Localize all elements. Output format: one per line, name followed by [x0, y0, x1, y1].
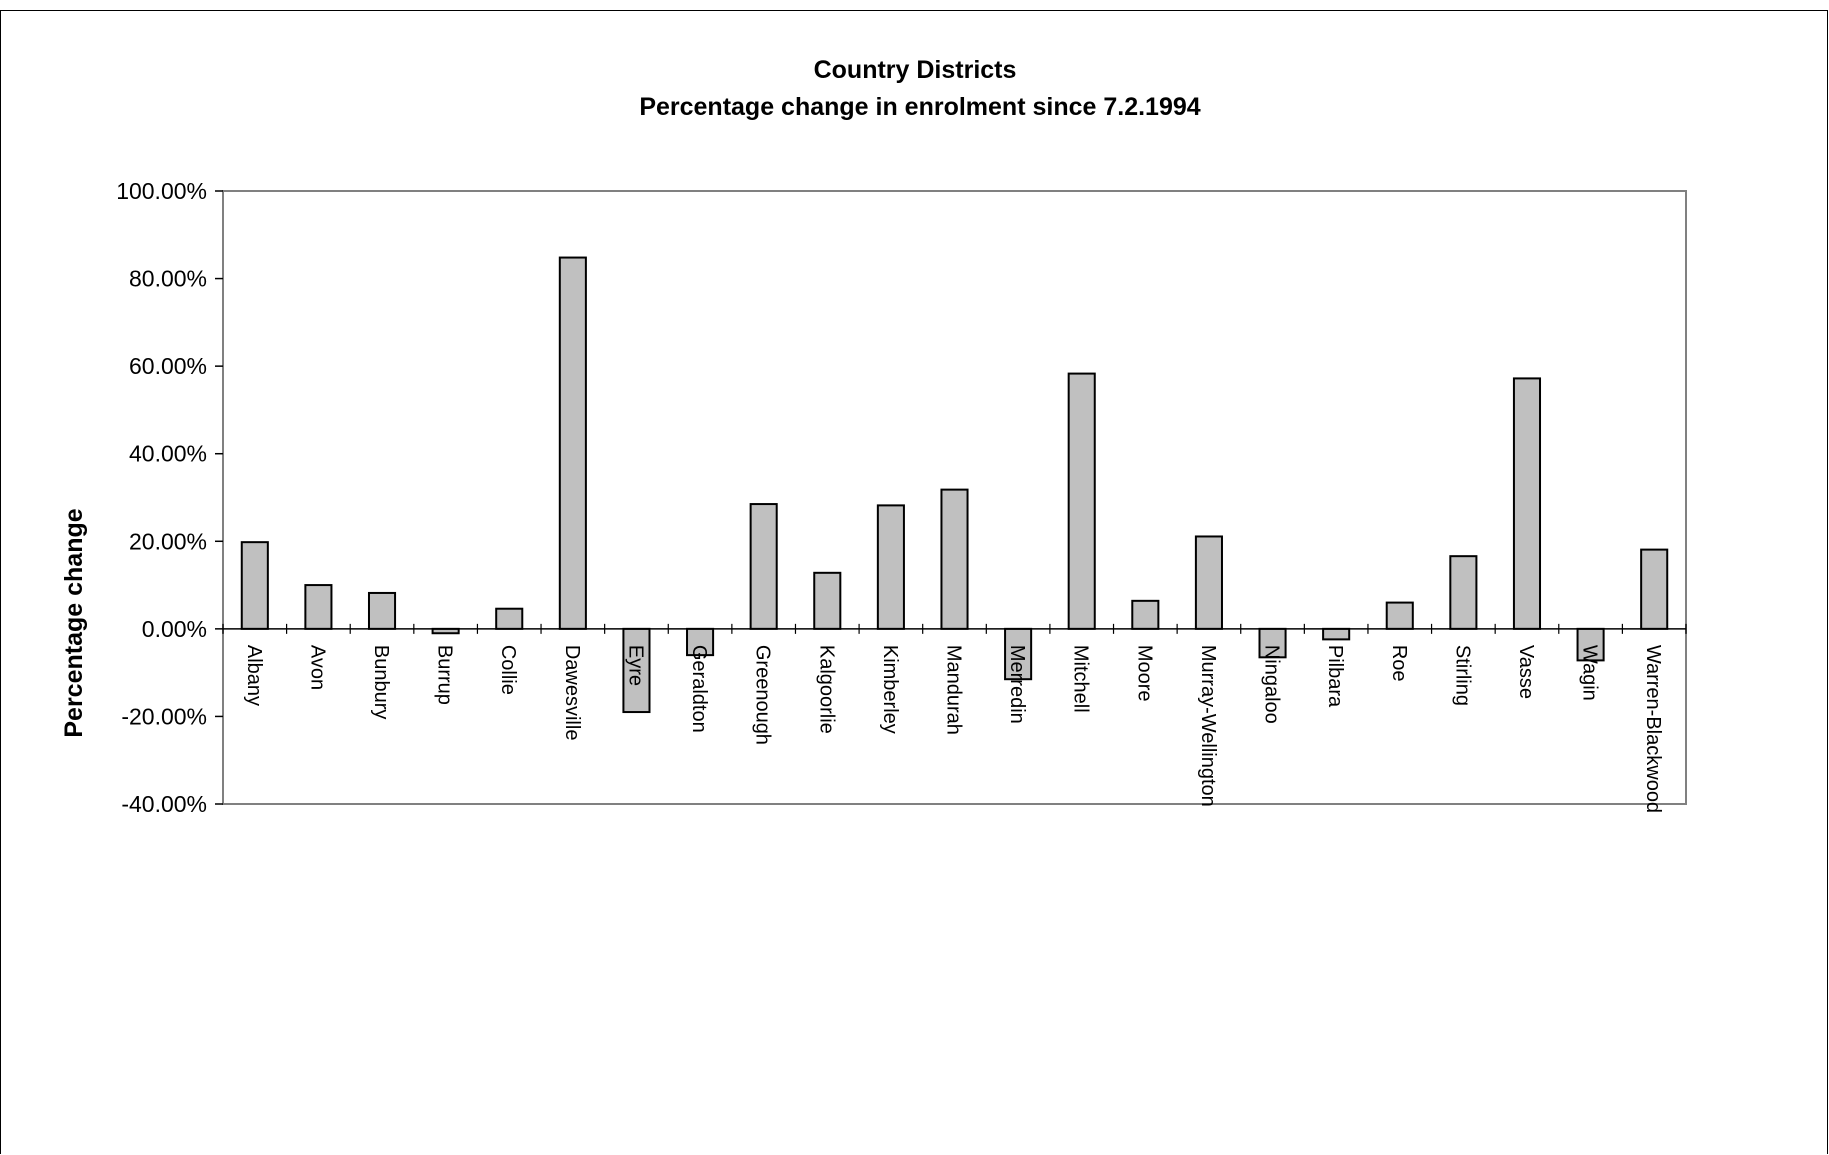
category-label: Kalgoorlie [815, 645, 837, 734]
chart-frame: Country Districts Percentage change in e… [0, 10, 1828, 1154]
y-tick-label: -20.00% [121, 703, 207, 729]
y-axis: 100.00% 80.00% 60.00% 40.00% 20.00% 0.00% -20.… [116, 178, 223, 817]
category-label: Pilbara [1324, 645, 1346, 708]
category-label: Avon [306, 645, 328, 690]
category-label: Roe [1388, 645, 1410, 682]
bar-warren-blackwood [1640, 548, 1669, 630]
plot-area [222, 190, 1687, 805]
category-label: Ningaloo [1261, 645, 1283, 724]
category-label: Warren-Blackwood [1642, 645, 1664, 813]
bar-vasse [1512, 377, 1542, 630]
bar-stirling [1449, 555, 1478, 630]
category-label: Bunbury [370, 645, 392, 720]
category-label: Greenough [752, 645, 774, 745]
category-label: Mandurah [943, 645, 965, 735]
category-label: Merredin [1006, 645, 1028, 724]
bar-mitchell [1067, 372, 1096, 630]
bar-ningaloo [1258, 627, 1287, 659]
bar-dawesville [558, 256, 587, 630]
y-tick-label: 80.00% [129, 266, 207, 292]
category-label: Vasse [1515, 645, 1537, 699]
bar-kimberley [876, 504, 905, 630]
bar-murray-wellington [1194, 535, 1223, 630]
bar-avon [304, 584, 333, 630]
bar-albany [240, 541, 269, 630]
bar-roe [1385, 601, 1414, 630]
category-labels: Albany Avon Bunbury Burrup Collie Dawesville E… [243, 645, 1664, 813]
category-label: Mitchell [1070, 645, 1092, 713]
category-label: Stirling [1451, 645, 1473, 706]
category-label: Moore [1133, 645, 1155, 702]
bar-chart: Country Districts Percentage change in e… [60, 56, 1687, 817]
category-label: Albany [243, 645, 265, 706]
chart-title: Country Districts [814, 56, 1017, 84]
y-tick-label: 100.00% [116, 178, 207, 204]
category-label: Kimberley [879, 645, 901, 734]
y-tick-label: 0.00% [142, 616, 207, 642]
category-label: Eyre [624, 645, 646, 686]
bar-eyre [622, 627, 651, 714]
category-label: Collie [497, 645, 519, 695]
bar-collie [495, 607, 524, 630]
y-tick-label: 60.00% [129, 353, 207, 379]
y-axis-label: Percentage change [60, 508, 88, 737]
bar-bunbury [367, 591, 397, 630]
category-label: Geraldton [688, 645, 710, 733]
y-tick-label: 40.00% [129, 441, 207, 467]
bar-moore [1131, 599, 1160, 630]
chart-subtitle: Percentage change in enrolment since 7.2… [639, 93, 1200, 121]
x-axis [222, 623, 1687, 634]
y-tick-label: 20.00% [129, 528, 207, 554]
category-label: Murray-Wellington [1197, 645, 1219, 807]
category-label: Burrup [434, 645, 456, 705]
category-label: Wagin [1579, 645, 1601, 701]
bar-kalgoorlie [813, 571, 842, 630]
category-label: Dawesville [561, 645, 583, 741]
y-tick-label: -40.00% [121, 791, 207, 817]
bar-pilbara [1322, 627, 1351, 641]
bar-mandurah [940, 488, 969, 630]
bar-greenough [749, 503, 778, 630]
bar-geraldton [686, 627, 715, 657]
